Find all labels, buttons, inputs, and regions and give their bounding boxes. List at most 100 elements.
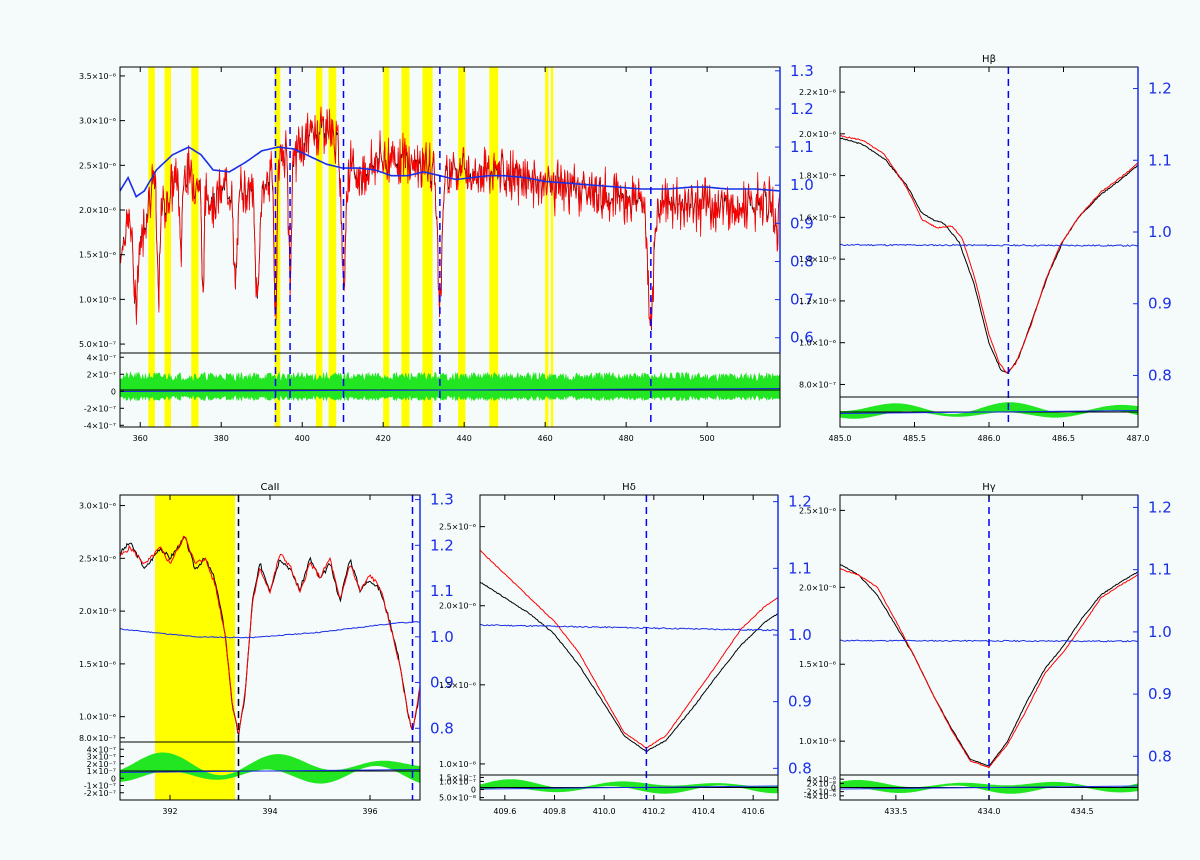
y-tick-label: 1.8×10⁻⁶ [799, 172, 836, 181]
x-tick-label: 433.5 [884, 807, 907, 816]
panel-title: Hγ [982, 482, 996, 493]
x-tick-label: 392 [162, 807, 177, 816]
model-spectrum [479, 550, 779, 750]
panel-hdelta: Hδ 409.6 409.8 410.0 410.2 410.4 410.6 1.0×10⁻⁶… [439, 482, 812, 816]
ratio-curve [479, 623, 779, 632]
residual-y-tick-label: 5.0×10⁻⁸ [439, 794, 476, 803]
model-spectrum [840, 568, 1139, 769]
x-tick-label: 396 [362, 807, 377, 816]
y-tick-label: 1.4×10⁻⁶ [799, 255, 836, 264]
residual-frame [119, 352, 781, 428]
right-y-tick-label: 1.1 [1148, 151, 1172, 169]
observed-spectrum [839, 137, 1139, 374]
y-tick-label: 1.0×10⁻⁶ [439, 760, 476, 769]
residual-y-tick-label: 1×10⁻⁷ [87, 767, 116, 776]
right-y-tick-label: 1.2 [1148, 80, 1172, 98]
residual-y-tick-label: 2×10⁻⁷ [87, 370, 116, 379]
plot-frame [479, 494, 779, 776]
mask-band [328, 67, 337, 427]
y-tick-label: 1.0×10⁻⁶ [799, 737, 836, 746]
x-tick-label: 486.0 [978, 434, 1001, 443]
x-tick-label: 410.4 [692, 807, 715, 816]
x-tick-label: 460 [538, 434, 553, 443]
y-tick-label: 1.0×10⁻⁶ [79, 295, 116, 304]
x-tick-label: 380 [214, 434, 229, 443]
right-y-tick-label: 0.8 [788, 759, 812, 777]
y-tick-label: 2.0×10⁻⁶ [79, 607, 116, 616]
x-tick-label: 485.0 [829, 434, 852, 443]
model-spectrum [839, 135, 1139, 374]
mask-band [401, 67, 410, 427]
x-tick-label: 409.6 [493, 807, 516, 816]
residual-y-tick-label: -4×10⁻⁸ [804, 792, 836, 801]
panel-title: Hβ [982, 54, 996, 65]
residual-y-tick-label: 4×10⁻⁷ [87, 353, 116, 362]
right-y-tick-label: 0.9 [430, 674, 454, 692]
x-tick-label: 434.5 [1071, 807, 1094, 816]
residual-y-tick-label: 0 [111, 774, 116, 783]
ratio-curve [839, 243, 1139, 247]
mask-band [458, 67, 466, 427]
residual-frame [479, 774, 779, 801]
ratio-curve [119, 621, 421, 639]
model-spectrum [119, 535, 421, 734]
right-y-tick-label: 0.9 [1148, 295, 1172, 313]
y-tick-label: 3.5×10⁻⁶ [79, 72, 116, 81]
y-tick-label: 8.0×10⁻⁷ [799, 380, 836, 389]
y-tick-label: 2.0×10⁻⁶ [79, 206, 116, 215]
observed-spectrum [479, 581, 779, 752]
right-y-tick-label: 0.6 [790, 329, 814, 347]
right-y-tick-label: 0.8 [430, 719, 454, 737]
mask-band [315, 67, 323, 427]
residual-y-tick-label: -2×10⁻⁸ [804, 788, 836, 797]
residual-y-tick-label: 0 [471, 786, 476, 795]
residual-y-tick-label: 4×10⁻⁷ [87, 745, 116, 754]
mask-band [164, 67, 172, 427]
mask-band [155, 495, 235, 800]
residual-fit-line [119, 769, 421, 773]
y-tick-label: 1.0×10⁻⁶ [799, 339, 836, 348]
y-tick-label: 2.5×10⁻⁶ [79, 161, 116, 170]
residual-y-tick-label: 4×10⁻⁸ [807, 775, 836, 784]
panel-title: Hδ [622, 482, 636, 493]
right-y-tick-label: 1.1 [788, 559, 812, 577]
residual-fit-line [119, 388, 781, 392]
residual-y-tick-label: 2×10⁻⁸ [807, 779, 836, 788]
y-tick-label: 2.5×10⁻⁶ [799, 506, 836, 515]
residual-y-tick-label: 1.0×10⁻⁷ [439, 777, 476, 786]
x-tick-label: 487.0 [1127, 434, 1150, 443]
y-tick-label: 3.0×10⁻⁶ [79, 117, 116, 126]
right-y-tick-label: 1.2 [790, 100, 814, 118]
right-y-tick-label: 1.0 [1148, 223, 1172, 241]
y-tick-label: 1.2×10⁻⁶ [799, 297, 836, 306]
residual-y-tick-label: -2×10⁻⁷ [84, 789, 116, 798]
right-y-tick-label: 0.7 [790, 291, 814, 309]
right-y-tick-label: 1.3 [430, 491, 454, 509]
right-y-tick-label: 0.8 [1148, 366, 1172, 384]
right-y-tick-label: 0.9 [788, 693, 812, 711]
x-tick-label: 420 [376, 434, 391, 443]
x-tick-label: 485.5 [903, 434, 926, 443]
residual-fit-line [839, 410, 1139, 414]
y-tick-label: 2.0×10⁻⁶ [439, 602, 476, 611]
y-tick-label: 1.0×10⁻⁶ [79, 713, 116, 722]
y-tick-label: 1.5×10⁻⁶ [79, 251, 116, 260]
y-tick-label: 1.5×10⁻⁶ [79, 660, 116, 669]
x-tick-label: 500 [699, 434, 714, 443]
panel-overview: 360 380 400 420 440 460 480 500 5.0×10⁻⁷ 1.0×10⁻⁶… [79, 62, 814, 443]
observed-spectrum [839, 563, 1139, 767]
x-tick-label: 434.0 [978, 807, 1001, 816]
right-y-tick-label: 0.9 [790, 214, 814, 232]
right-y-tick-label: 1.1 [790, 138, 814, 156]
y-tick-label: 1.5×10⁻⁶ [799, 660, 836, 669]
mask-band [489, 67, 499, 427]
residual-fit-line [479, 785, 779, 790]
right-y-tick-label: 0.8 [1148, 747, 1172, 765]
y-tick-label: 2.5×10⁻⁶ [79, 554, 116, 563]
residual-y-tick-label: -4×10⁻⁷ [84, 421, 116, 430]
y-tick-label: 8.0×10⁻⁷ [79, 734, 116, 743]
right-y-tick-label: 1.3 [790, 62, 814, 80]
mask-band [383, 67, 390, 427]
panel-hgamma: Hγ 433.5 434.0 434.5 1.0×10⁻⁶ 1.5×10⁻⁶ 2.0×10⁻… [799, 482, 1172, 816]
